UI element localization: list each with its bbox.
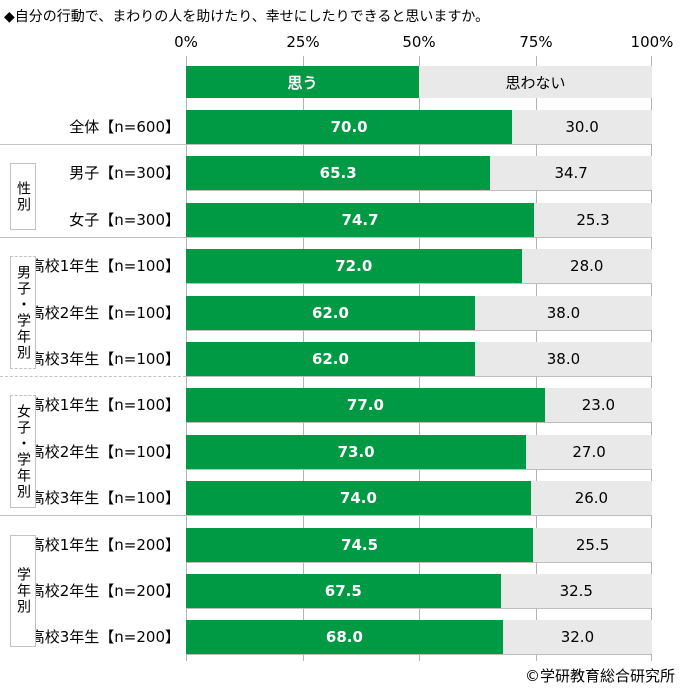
bar-segment-disagree: 26.0 (530, 481, 652, 515)
legend-item-agree: 思う (186, 66, 419, 98)
group-label: 学年別 (15, 567, 31, 615)
legend: 思う 思わない (186, 66, 652, 98)
group-separator (0, 515, 186, 516)
bar-segment-agree: 62.0 (186, 342, 475, 376)
group-label: 女子・学年別 (15, 403, 31, 500)
value-label-disagree: 38.0 (546, 350, 581, 368)
bar-segment-agree: 70.0 (186, 110, 513, 144)
bar-segment-disagree: 28.0 (521, 249, 652, 283)
value-label-agree: 72.0 (335, 257, 373, 275)
bar-segment-disagree: 38.0 (474, 296, 652, 330)
group-label: 性別 (15, 180, 31, 213)
bar-row: 73.0 27.0 (186, 435, 652, 470)
x-axis-label: 50% (402, 33, 436, 51)
bar-row: 77.0 23.0 (186, 388, 652, 423)
value-label-disagree: 34.7 (554, 164, 588, 182)
value-label-agree: 62.0 (311, 350, 349, 368)
value-label-agree: 62.0 (311, 304, 349, 322)
bar-segment-agree: 74.5 (186, 528, 534, 562)
bar-segment-agree: 74.0 (186, 481, 531, 515)
x-axis-label: 25% (286, 33, 320, 51)
value-label-agree: 73.0 (337, 443, 375, 461)
bar-row: 62.0 38.0 (186, 296, 652, 331)
value-label-disagree: 27.0 (572, 443, 606, 461)
group-separator (0, 144, 186, 145)
value-label-agree: 65.3 (319, 164, 357, 182)
bar-segment-disagree: 27.0 (526, 435, 652, 469)
group-box: 男子・学年別 (10, 256, 36, 369)
value-label-agree: 74.5 (341, 536, 379, 554)
row-label: 高校2年生【n=200】 (29, 582, 180, 600)
row-label: 高校1年生【n=100】 (29, 396, 180, 414)
group-label: 男子・学年別 (15, 264, 31, 361)
bar-row: 67.5 32.5 (186, 574, 652, 609)
x-axis-label: 0% (174, 33, 198, 51)
copyright-text: ©学研教育総合研究所 (524, 667, 675, 685)
bar-segment-disagree: 25.5 (533, 528, 652, 562)
legend-label-disagree: 思わない (505, 73, 566, 92)
legend-item-disagree: 思わない (419, 66, 652, 98)
bar-segment-agree: 73.0 (186, 435, 527, 469)
bar-row: 62.0 38.0 (186, 342, 652, 377)
value-label-agree: 74.7 (341, 211, 379, 229)
row-label: 全体【n=600】 (69, 118, 180, 136)
value-label-disagree: 30.0 (565, 118, 599, 136)
value-label-disagree: 28.0 (570, 257, 604, 275)
group-box: 女子・学年別 (10, 395, 36, 508)
bar-segment-agree: 77.0 (186, 388, 545, 422)
row-label: 高校1年生【n=100】 (29, 257, 180, 275)
bar-segment-disagree: 34.7 (490, 156, 652, 190)
bar-segment-disagree: 32.0 (502, 620, 652, 654)
value-label-disagree: 25.5 (575, 536, 610, 554)
bar-segment-agree: 72.0 (186, 249, 522, 283)
row-label: 女子【n=300】 (69, 211, 180, 229)
value-label-disagree: 32.5 (559, 582, 593, 600)
value-label-agree: 67.5 (324, 582, 362, 600)
bar-segment-agree: 67.5 (186, 574, 501, 608)
bar-row: 68.0 32.0 (186, 620, 652, 655)
row-label: 男子【n=300】 (69, 164, 180, 182)
bar-row: 70.0 30.0 (186, 110, 652, 145)
bar-segment-disagree: 30.0 (512, 110, 652, 144)
value-label-disagree: 32.0 (560, 628, 595, 646)
bar-row: 74.5 25.5 (186, 528, 652, 563)
bar-segment-disagree: 38.0 (474, 342, 652, 376)
value-label-agree: 77.0 (346, 396, 384, 414)
group-box: 性別 (10, 163, 36, 230)
bar-segment-disagree: 25.3 (534, 203, 652, 237)
value-label-disagree: 26.0 (574, 489, 609, 507)
row-label: 高校3年生【n=200】 (29, 628, 180, 646)
row-label: 高校3年生【n=100】 (29, 350, 180, 368)
row-label: 高校2年生【n=100】 (29, 443, 180, 461)
value-label-agree: 68.0 (325, 628, 363, 646)
row-label: 高校1年生【n=200】 (29, 536, 180, 554)
x-axis-label: 100% (630, 33, 674, 51)
bar-segment-agree: 62.0 (186, 296, 475, 330)
value-label-disagree: 25.3 (576, 211, 610, 229)
legend-label-agree: 思う (287, 73, 318, 92)
bar-segment-agree: 68.0 (186, 620, 503, 654)
value-label-disagree: 23.0 (581, 396, 616, 414)
bar-segment-disagree: 23.0 (544, 388, 652, 422)
row-label: 高校3年生【n=100】 (29, 489, 180, 507)
value-label-disagree: 38.0 (546, 304, 581, 322)
x-axis-label: 75% (519, 33, 553, 51)
bar-segment-disagree: 32.5 (500, 574, 652, 608)
group-separator (0, 376, 186, 377)
group-separator (0, 237, 186, 238)
row-label: 高校2年生【n=100】 (29, 304, 180, 322)
bar-segment-agree: 74.7 (186, 203, 535, 237)
bar-row: 74.7 25.3 (186, 203, 652, 238)
bar-row: 72.0 28.0 (186, 249, 652, 284)
chart-title: ◆自分の行動で、まわりの人を助けたり、幸せにしたりできると思いますか。 (4, 9, 490, 25)
bar-segment-agree: 65.3 (186, 156, 491, 190)
value-label-agree: 74.0 (339, 489, 377, 507)
bar-row: 74.0 26.0 (186, 481, 652, 516)
group-box: 学年別 (10, 535, 36, 647)
bar-row: 65.3 34.7 (186, 156, 652, 191)
value-label-agree: 70.0 (330, 118, 368, 136)
